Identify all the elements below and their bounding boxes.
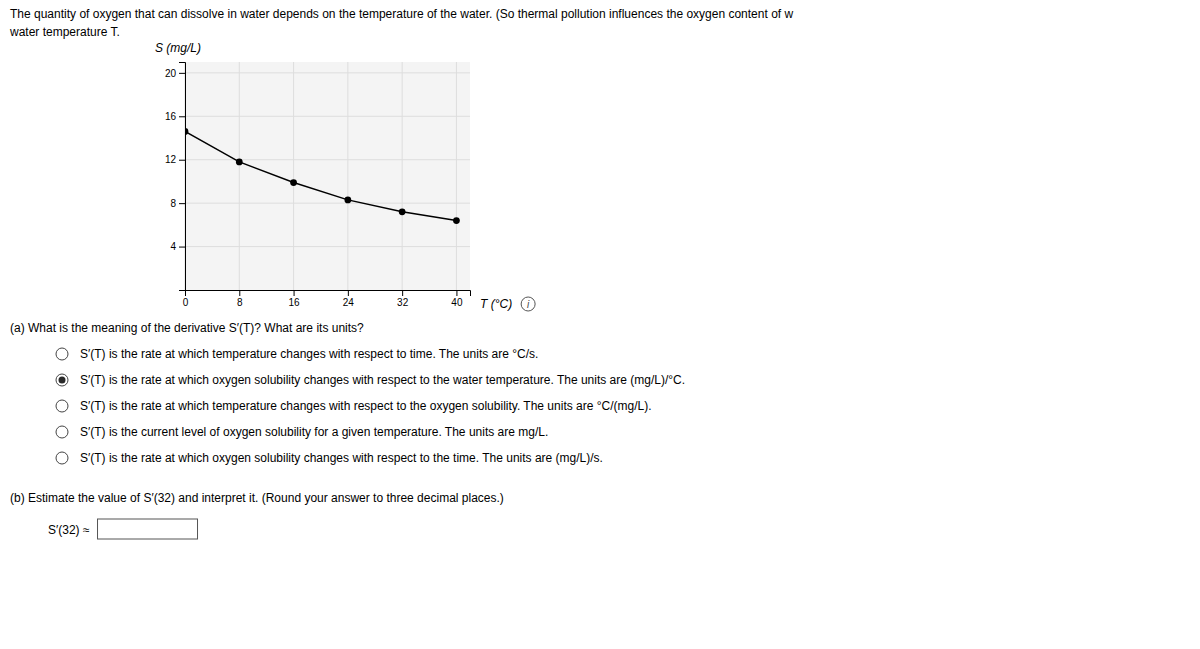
tick: 0 bbox=[183, 290, 189, 308]
grid-line bbox=[347, 62, 348, 290]
tick-mark bbox=[402, 290, 403, 296]
grid-line bbox=[185, 159, 470, 160]
tick-mark bbox=[179, 116, 185, 117]
axis-line bbox=[179, 63, 186, 291]
option-text[interactable]: S′(T) is the rate at which oxygen solubi… bbox=[80, 451, 603, 465]
tick-mark bbox=[348, 290, 349, 296]
grid-line bbox=[293, 62, 294, 290]
grid bbox=[185, 62, 470, 290]
data-point bbox=[399, 208, 406, 215]
data-point bbox=[185, 128, 188, 135]
answer-input[interactable] bbox=[98, 519, 198, 539]
tick-mark bbox=[239, 290, 240, 296]
tick-label: 40 bbox=[451, 297, 463, 308]
info-icon-label[interactable]: i bbox=[527, 299, 530, 310]
option-text[interactable]: S′(T) is the rate at which temperature c… bbox=[80, 347, 538, 361]
question-text: (b) Estimate the value of S′(32) and int… bbox=[10, 491, 504, 505]
tick-label: 12 bbox=[165, 154, 177, 165]
answer-label: S′(32) ≈ bbox=[48, 523, 90, 537]
tick-mark bbox=[179, 247, 185, 248]
header-text: water temperature T. bbox=[9, 25, 120, 39]
tick-mark bbox=[179, 73, 185, 74]
tick-mark bbox=[456, 290, 457, 296]
plot-background bbox=[185, 62, 470, 290]
data-point bbox=[236, 159, 243, 166]
tick: 40 bbox=[451, 290, 463, 308]
axis: 4 8 12 16 20 bbox=[165, 63, 186, 291]
tick-label: 8 bbox=[170, 198, 176, 209]
radio[interactable] bbox=[56, 400, 68, 412]
plot-area bbox=[185, 128, 460, 224]
tick: 4 bbox=[170, 241, 185, 252]
grid-line bbox=[185, 203, 470, 204]
option-text[interactable]: S′(T) is the rate at which oxygen solubi… bbox=[80, 373, 685, 387]
data-point bbox=[453, 217, 460, 224]
grid-line bbox=[456, 62, 457, 290]
radio-dot[interactable] bbox=[59, 377, 66, 384]
tick-label: 16 bbox=[289, 297, 301, 308]
data-line bbox=[185, 131, 456, 220]
header-text: The quantity of oxygen that can dissolve… bbox=[10, 7, 793, 21]
y-axis-label: S (mg/L) bbox=[155, 41, 201, 55]
radio[interactable] bbox=[56, 426, 68, 438]
question-text: (a) What is the meaning of the derivativ… bbox=[10, 321, 364, 335]
tick: 12 bbox=[165, 154, 185, 165]
tick: 8 bbox=[237, 290, 243, 308]
tick-mark bbox=[179, 160, 185, 161]
grid-line bbox=[185, 72, 470, 73]
data-point bbox=[344, 197, 351, 204]
tick: 32 bbox=[397, 290, 409, 308]
tick-label: 4 bbox=[170, 241, 176, 252]
tick-label: 8 bbox=[237, 297, 243, 308]
page: The quantity of oxygen that can dissolve… bbox=[0, 0, 1200, 649]
grid-line bbox=[239, 62, 240, 290]
radio[interactable] bbox=[56, 348, 68, 360]
tick-label: 0 bbox=[183, 297, 189, 308]
grid-line bbox=[185, 116, 470, 117]
tick-mark bbox=[179, 203, 185, 204]
option-text[interactable]: S′(T) is the rate at which temperature c… bbox=[80, 399, 652, 413]
tick: 20 bbox=[165, 68, 185, 79]
tick: 16 bbox=[289, 290, 301, 308]
grid-line bbox=[185, 246, 470, 247]
axis: 0 8 16 24 32 40 bbox=[183, 290, 471, 308]
x-axis-label: T (°C) bbox=[480, 297, 512, 311]
grid-line bbox=[402, 62, 403, 290]
tick-label: 24 bbox=[343, 297, 355, 308]
radio-selected[interactable] bbox=[56, 374, 68, 386]
tick: 16 bbox=[165, 111, 185, 122]
radio[interactable] bbox=[56, 452, 68, 464]
option-text[interactable]: S′(T) is the current level of oxygen sol… bbox=[80, 425, 548, 439]
data-point bbox=[290, 179, 297, 186]
tick-mark bbox=[294, 290, 295, 296]
axis-line bbox=[186, 291, 471, 297]
tick-label: 16 bbox=[165, 111, 177, 122]
tick: 8 bbox=[170, 198, 185, 209]
info-icon[interactable] bbox=[521, 297, 535, 311]
tick-label: 20 bbox=[165, 68, 177, 79]
tick-label: 32 bbox=[397, 297, 409, 308]
tick: 24 bbox=[343, 290, 355, 308]
